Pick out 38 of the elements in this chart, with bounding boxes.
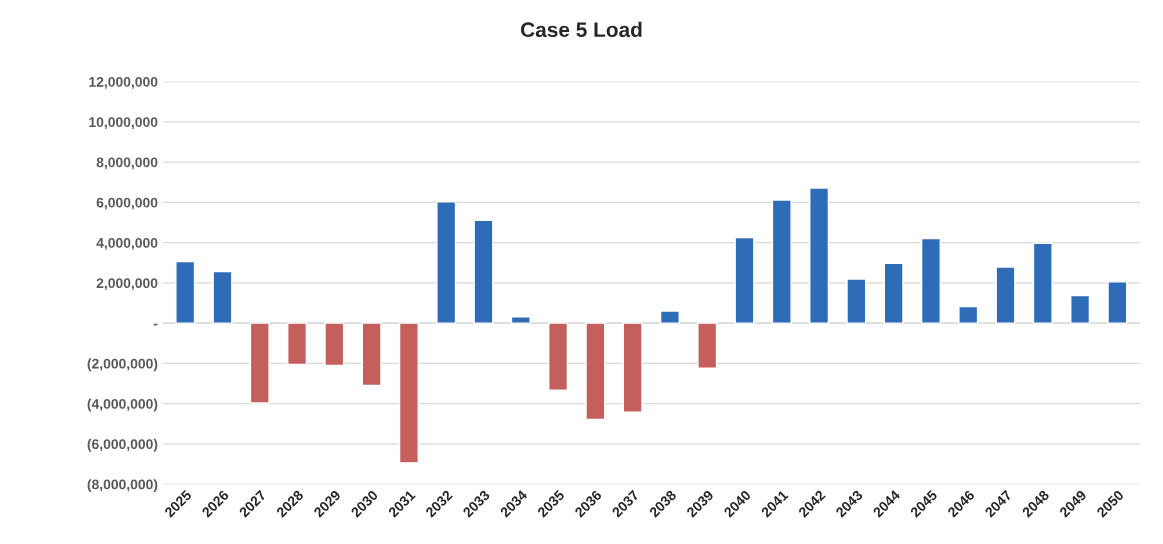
bar	[1032, 242, 1053, 324]
bar	[548, 322, 569, 391]
bar	[212, 270, 233, 324]
bar	[1070, 294, 1091, 324]
y-tick-label: (8,000,000)	[87, 479, 158, 493]
bar	[324, 322, 345, 367]
bar	[958, 305, 979, 324]
bar	[809, 187, 830, 324]
bar	[398, 322, 419, 464]
y-tick-label: (4,000,000)	[87, 398, 158, 412]
bar	[249, 322, 270, 404]
y-tick-label: 8,000,000	[96, 157, 158, 170]
bar	[585, 322, 606, 421]
bar	[510, 316, 531, 324]
bar	[287, 322, 308, 366]
y-tick-label: 10,000,000	[89, 117, 158, 130]
y-tick-label: 12,000,000	[89, 76, 158, 89]
bar	[734, 236, 755, 324]
bar	[361, 322, 382, 387]
y-tick-label: 6,000,000	[96, 197, 158, 210]
bar	[920, 237, 941, 324]
bar	[771, 199, 792, 324]
chart-title: Case 5 Load	[521, 21, 642, 38]
bar	[995, 266, 1016, 324]
bar	[622, 322, 643, 413]
y-tick-label: 2,000,000	[96, 278, 158, 291]
y-tick-label: (6,000,000)	[87, 438, 158, 452]
y-tick-label: -	[153, 323, 158, 326]
y-tick-label: 4,000,000	[96, 237, 158, 250]
bar	[697, 322, 718, 369]
bar	[1107, 281, 1128, 324]
bar	[883, 262, 904, 324]
bar	[659, 310, 680, 324]
bar	[846, 278, 867, 324]
y-tick-label: (2,000,000)	[87, 358, 158, 372]
bar	[175, 260, 196, 324]
bar	[436, 201, 457, 324]
bar	[473, 219, 494, 324]
